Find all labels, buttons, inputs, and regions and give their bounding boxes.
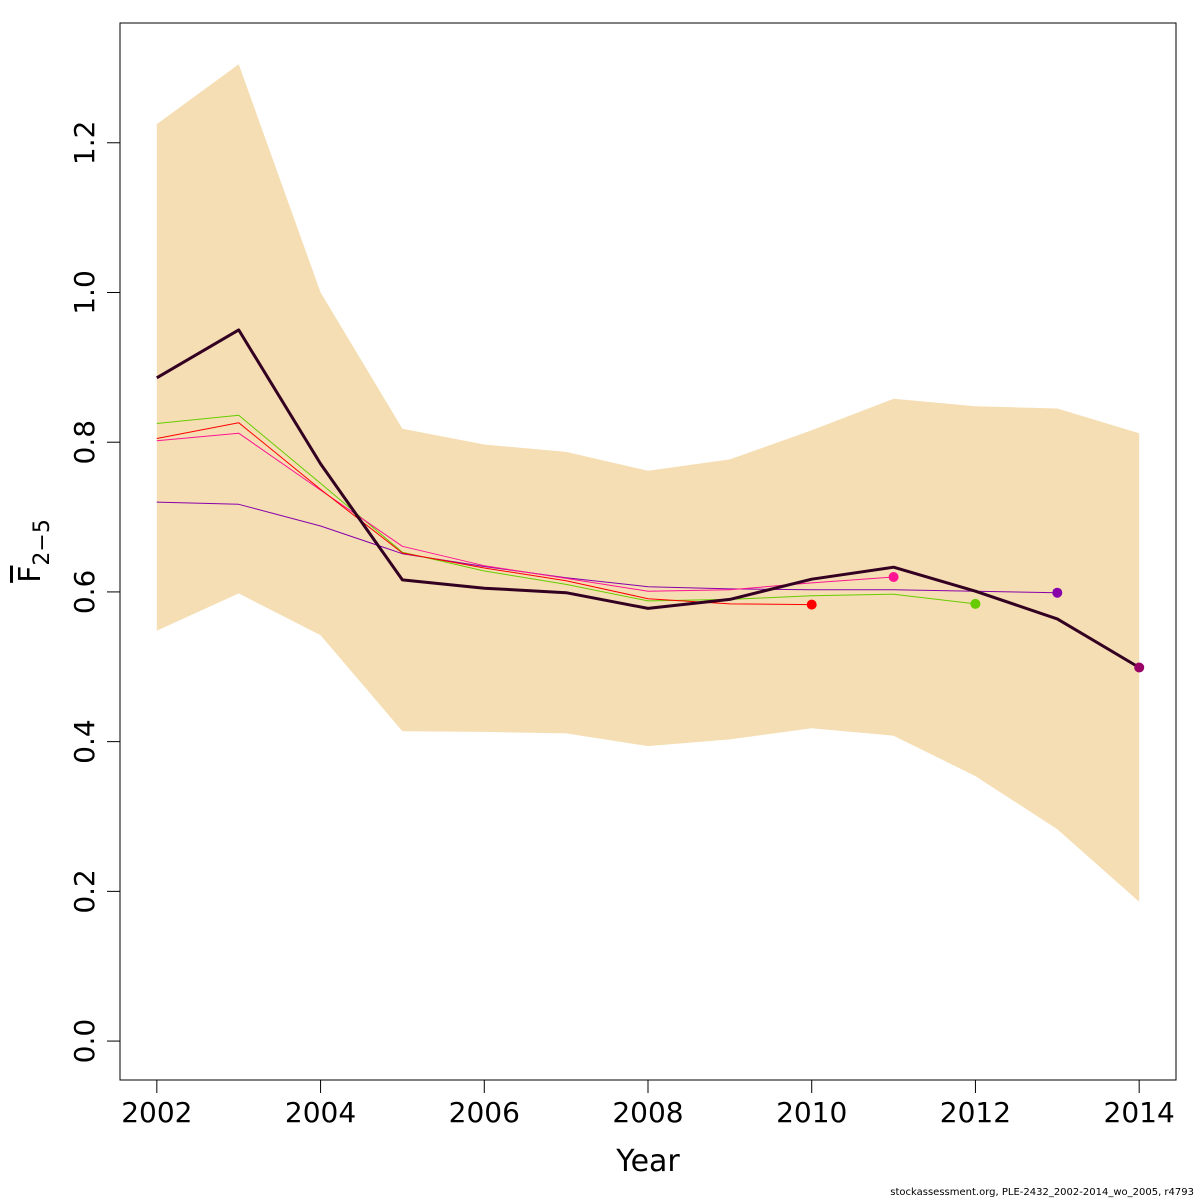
y-tick-label: 1.2 [68,121,101,166]
y-tick-label: 0.0 [68,1019,101,1064]
final-year-point [1134,662,1145,673]
x-axis: 2002 2004 2006 2008 2010 2012 2014 [121,1080,1175,1129]
series-end-point-3 [888,572,899,582]
y-tick-label: 0.2 [68,869,101,914]
y-tick-label: 0.4 [68,719,101,764]
series-line-5 [156,328,1140,669]
x-tick-label: 2008 [612,1096,683,1129]
svg-text:F2−5: F2−5 [13,519,55,583]
y-tick-label: 0.8 [68,420,101,465]
y-axis-title-subscript: 2−5 [30,519,55,565]
y-axis: 0.0 0.2 0.4 0.6 0.8 1.0 1.2 [68,121,120,1064]
series-line-3 [156,432,894,592]
confidence-band [156,64,1140,902]
series-end-point-1 [1052,587,1063,598]
credit-note: stockassessment.org, PLE-2432_2002-2014_… [890,1187,1194,1198]
x-tick-label: 2002 [121,1096,192,1129]
x-tick-label: 2010 [776,1096,847,1129]
series-line-2 [156,414,976,605]
y-tick-label: 0.6 [68,570,101,615]
y-axis-title: F2−5 [13,519,55,583]
x-tick-label: 2006 [449,1096,520,1129]
x-axis-title: Year [615,1144,680,1179]
series-end-point-2 [970,598,981,609]
y-tick-label: 1.0 [68,270,101,315]
x-tick-label: 2004 [285,1096,356,1129]
x-tick-label: 2014 [1104,1096,1175,1129]
series-end-point-4 [806,599,817,610]
series-line-1 [156,501,1058,594]
y-axis-title-main: F [13,566,48,583]
x-tick-label: 2012 [940,1096,1011,1129]
